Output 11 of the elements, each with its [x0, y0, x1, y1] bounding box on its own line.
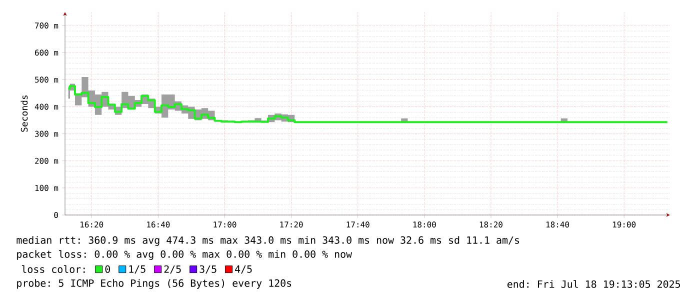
text: end: Fri Jul 18 19:13:05 2025	[507, 280, 680, 288]
legend-label: 1/5	[129, 265, 146, 274]
text: median rtt: 360.9 ms avg 474.3 ms max 343.0 ms min 343.0 ms now 32.6 ms sd 11.1 am/s	[16, 236, 520, 246]
legend-label: 4/5	[235, 265, 252, 274]
legend-title: loss color:	[22, 265, 85, 274]
y-axis-title: Seconds	[20, 95, 28, 132]
legend-label: 3/5	[200, 265, 216, 274]
legend-label: 0	[105, 265, 110, 273]
text: probe: 5 ICMP Echo Pings (56 Bytes) every 120s	[17, 279, 292, 289]
legend-label: 2/5	[164, 265, 181, 274]
text: packet loss: 0.00 % avg 0.00 % max 0.00 % min 0.00 % now	[17, 250, 352, 260]
